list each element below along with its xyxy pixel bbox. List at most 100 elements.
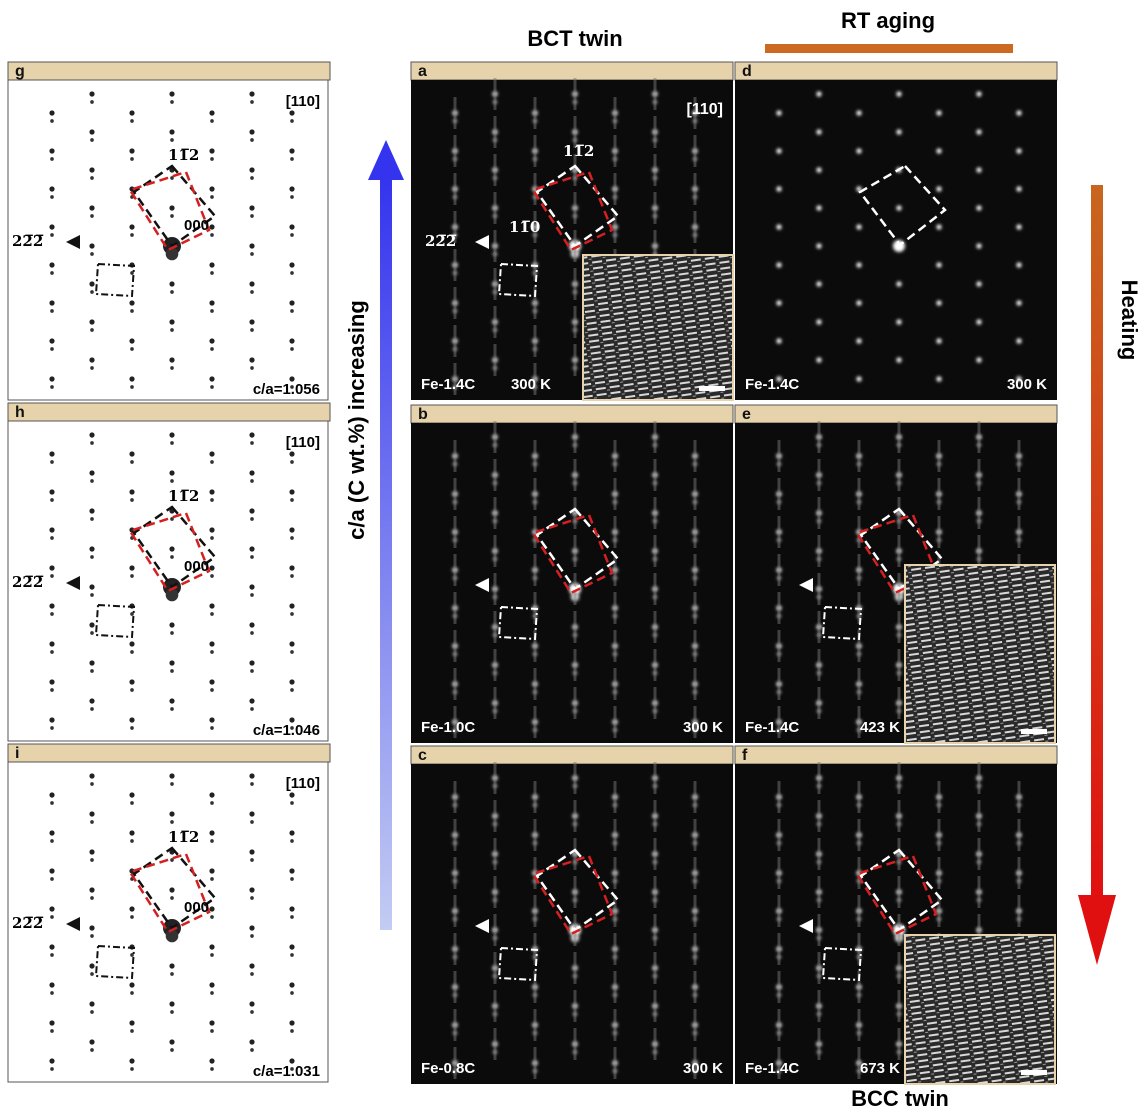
panel-label: g: [15, 63, 25, 80]
spot: [169, 129, 174, 134]
streak: [654, 154, 657, 186]
spot: [249, 925, 254, 930]
streak: [614, 135, 617, 167]
spot: [290, 991, 294, 995]
spot: [89, 925, 94, 930]
spot: [130, 233, 134, 237]
spot: [250, 631, 254, 635]
spot: [169, 698, 174, 703]
streak: [534, 706, 537, 738]
streak: [858, 895, 861, 927]
spot: [1016, 224, 1021, 229]
scale-bar: [1021, 729, 1047, 734]
spot: [856, 148, 861, 153]
spot: [169, 91, 174, 96]
column-title: BCC twin: [851, 1086, 949, 1111]
spot: [209, 527, 214, 532]
spot: [976, 243, 981, 248]
spot: [89, 584, 94, 589]
ratio: c/a=1.046: [253, 722, 320, 739]
streak: [534, 668, 537, 700]
streak: [818, 1028, 821, 1060]
arrow-head: [1078, 895, 1116, 965]
spot: [49, 300, 54, 305]
spot: [90, 138, 94, 142]
spot: [49, 830, 54, 835]
streak: [454, 857, 457, 889]
panel-label: a: [418, 63, 427, 80]
spot: [89, 1039, 94, 1044]
streak: [694, 478, 697, 510]
spot: [936, 338, 941, 343]
zone-axis: [110]: [687, 101, 723, 118]
spot: [170, 366, 174, 370]
streak: [858, 781, 861, 813]
streak: [534, 781, 537, 813]
spot: [169, 319, 174, 324]
streak: [694, 857, 697, 889]
spot: [289, 186, 294, 191]
spot: [89, 129, 94, 134]
streak: [694, 933, 697, 965]
temperature: 300 K: [683, 1060, 723, 1077]
streak: [454, 554, 457, 586]
spot: [209, 944, 214, 949]
streak: [898, 687, 901, 719]
spot: [50, 157, 54, 161]
spot: [976, 357, 981, 362]
spot: [249, 508, 254, 513]
spot: [250, 517, 254, 521]
panel-label: f: [742, 747, 748, 764]
spot: [856, 224, 861, 229]
spot: [776, 300, 781, 305]
spot: [89, 470, 94, 475]
spot: [129, 982, 134, 987]
spot: [289, 830, 294, 835]
spot: [936, 300, 941, 305]
streak: [454, 895, 457, 927]
spot: [209, 262, 214, 267]
spot-index: 22̅2̅: [12, 232, 43, 250]
spot: [936, 376, 941, 381]
spot-index: 11̅2: [168, 146, 199, 164]
streak: [978, 876, 981, 908]
spot: [50, 536, 54, 540]
streak: [574, 268, 577, 300]
spot: [290, 650, 294, 654]
spot: [776, 224, 781, 229]
scale-bar: [699, 386, 725, 391]
spot: [130, 650, 134, 654]
spot: [49, 376, 54, 381]
spot: [50, 460, 54, 464]
streak: [534, 325, 537, 357]
streak: [898, 838, 901, 870]
diffraction: Fe-1.0C300 K: [411, 421, 733, 743]
streak: [574, 990, 577, 1022]
spot: [210, 119, 214, 123]
streak: [654, 838, 657, 870]
streak: [654, 990, 657, 1022]
spot: [89, 773, 94, 778]
spot: [170, 896, 174, 900]
spot: [170, 479, 174, 483]
diffraction: Fe-1.4C673 K: [735, 762, 1057, 1084]
spot: [1016, 186, 1021, 191]
spot: [170, 441, 174, 445]
panel-label: c: [418, 747, 427, 764]
spot: [289, 338, 294, 343]
spot: [976, 281, 981, 286]
streak: [494, 687, 497, 719]
spot: [90, 934, 94, 938]
streak: [574, 192, 577, 224]
streak: [818, 762, 821, 794]
streak: [694, 516, 697, 548]
spot: [49, 906, 54, 911]
streak: [778, 857, 781, 889]
streak: [654, 192, 657, 224]
streak: [818, 573, 821, 605]
spot: [90, 290, 94, 294]
spot: [856, 338, 861, 343]
streak: [494, 497, 497, 529]
spot: [210, 877, 214, 881]
panel-header: [8, 403, 330, 421]
